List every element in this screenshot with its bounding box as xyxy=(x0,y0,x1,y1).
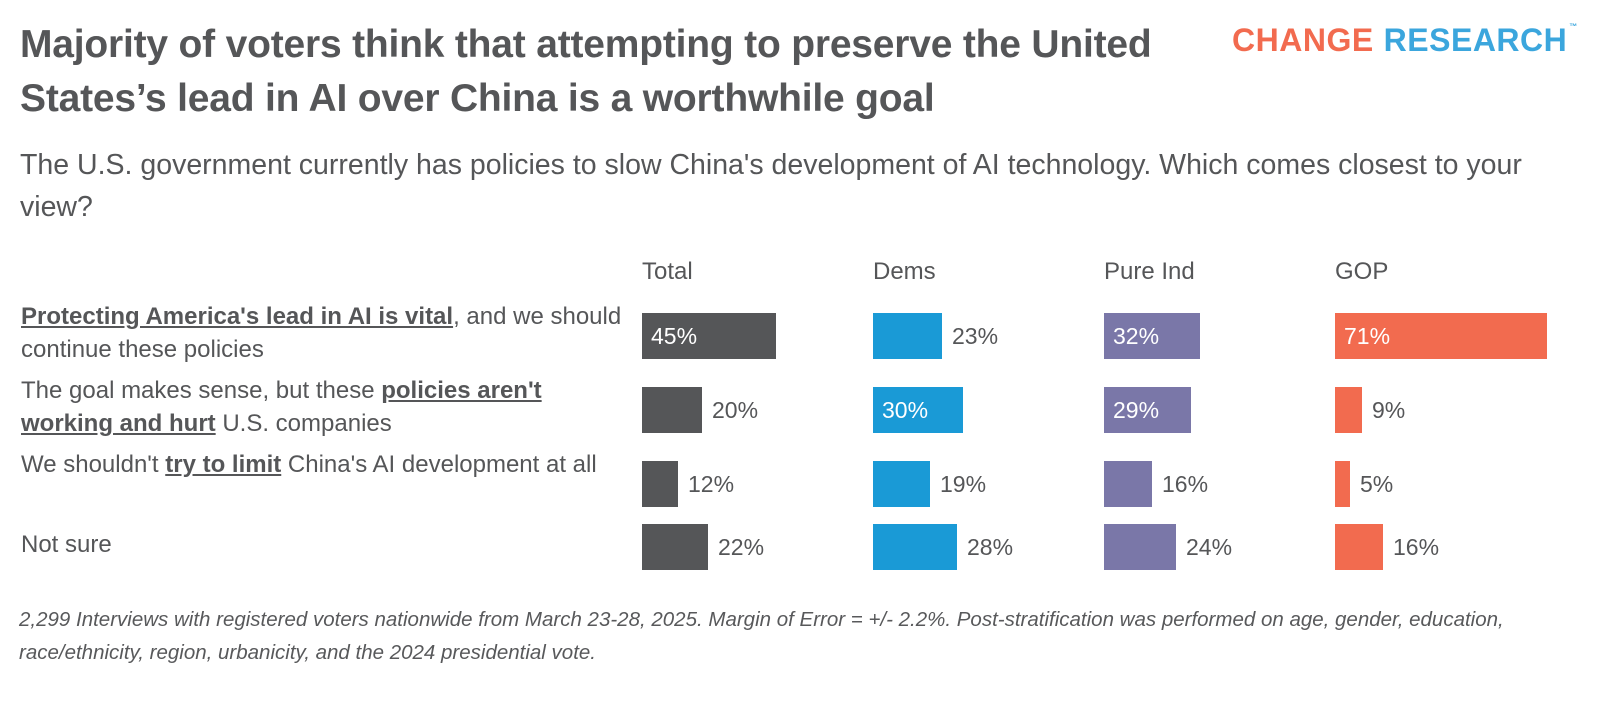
bar-gop-row-2 xyxy=(1335,387,1362,433)
logo-part-change: CHANGE xyxy=(1232,22,1374,58)
data-label-gop-row-3: 5% xyxy=(1360,471,1393,497)
bar-total-row-4 xyxy=(642,524,708,570)
logo-trademark: ™ xyxy=(1569,22,1578,31)
row-label-emphasis: try to limit xyxy=(165,451,282,478)
bar-total-row-3 xyxy=(642,461,678,507)
data-label-pure-ind-row-1: 32% xyxy=(1113,323,1159,349)
data-label-total-row-4: 22% xyxy=(718,534,764,560)
row-label-text: The goal makes sense, but these xyxy=(21,377,382,404)
data-label-total-row-2: 20% xyxy=(712,397,758,423)
data-label-dems-row-1: 23% xyxy=(952,323,998,349)
bar-pure-ind-row-3 xyxy=(1104,461,1152,507)
data-label-gop-row-4: 16% xyxy=(1393,534,1439,560)
data-label-total-row-3: 12% xyxy=(688,471,734,497)
data-label-dems-row-2: 30% xyxy=(882,397,928,423)
row-label-4: Not sure xyxy=(21,528,631,561)
data-label-pure-ind-row-3: 16% xyxy=(1162,471,1208,497)
bar-dems-row-4 xyxy=(873,524,957,570)
column-header-gop: GOP xyxy=(1335,258,1389,285)
bar-gop-row-3 xyxy=(1335,461,1350,507)
data-label-dems-row-4: 28% xyxy=(967,534,1013,560)
row-label-1: Protecting America's lead in AI is vital… xyxy=(21,300,631,366)
row-label-text: China's AI development at all xyxy=(281,451,597,478)
bar-gop-row-4 xyxy=(1335,524,1383,570)
row-label-text: We shouldn't xyxy=(21,451,166,478)
column-header-total: Total xyxy=(642,258,693,285)
row-label-2: The goal makes sense, but these policies… xyxy=(21,374,631,440)
column-header-pure-ind: Pure Ind xyxy=(1104,258,1195,285)
row-label-3: We shouldn't try to limit China's AI dev… xyxy=(21,448,631,481)
data-label-dems-row-3: 19% xyxy=(940,471,986,497)
bar-total-row-2 xyxy=(642,387,702,433)
data-label-gop-row-2: 9% xyxy=(1372,397,1405,423)
bar-dems-row-1 xyxy=(873,313,942,359)
row-label-text: , and we should continue these policies xyxy=(21,303,622,363)
data-label-pure-ind-row-2: 29% xyxy=(1113,397,1159,423)
change-research-logo: CHANGE RESEARCH ™ xyxy=(1232,22,1578,59)
bar-pure-ind-row-1 xyxy=(1104,313,1200,359)
logo-part-research: RESEARCH xyxy=(1383,22,1568,58)
bar-pure-ind-row-4 xyxy=(1104,524,1176,570)
row-label-text: Not sure xyxy=(21,531,112,558)
chart-title: Majority of voters think that attempting… xyxy=(20,23,1152,120)
bar-gop-row-1 xyxy=(1335,313,1547,359)
row-label-emphasis: Protecting America's lead in AI is vital xyxy=(21,303,454,330)
column-header-dems: Dems xyxy=(873,258,936,285)
bar-total-row-1 xyxy=(642,313,776,359)
data-label-pure-ind-row-4: 24% xyxy=(1186,534,1232,560)
data-label-total-row-1: 45% xyxy=(651,323,697,349)
row-label-emphasis: policies aren't working and hurt xyxy=(21,377,542,437)
chart-subtitle: The U.S. government currently has polici… xyxy=(20,149,1522,223)
footnote: 2,299 Interviews with registered voters … xyxy=(19,608,1504,664)
data-label-gop-row-1: 71% xyxy=(1344,323,1390,349)
bar-dems-row-3 xyxy=(873,461,930,507)
bar-pure-ind-row-2 xyxy=(1104,387,1191,433)
bar-dems-row-2 xyxy=(873,387,963,433)
row-label-text: U.S. companies xyxy=(215,410,392,437)
